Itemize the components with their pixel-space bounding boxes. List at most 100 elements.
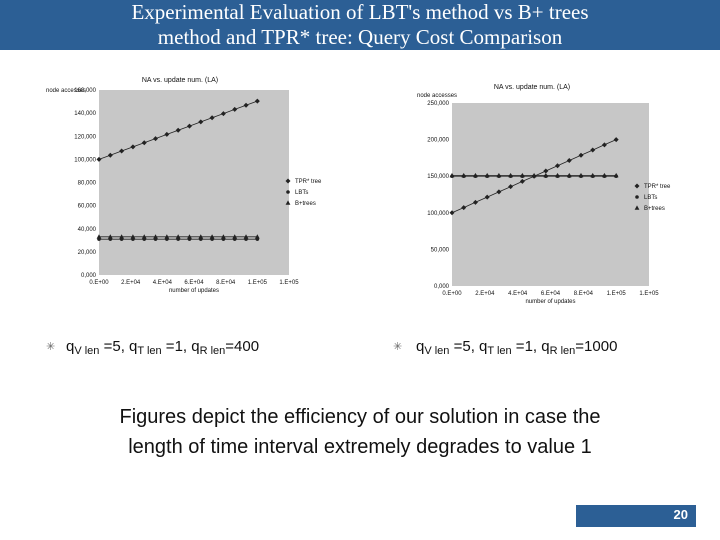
c0-point-s0: [141, 140, 147, 146]
c1-legend-marker-0: [634, 183, 640, 189]
c0-point-s2: [96, 234, 102, 239]
c0-point-s2: [254, 234, 260, 239]
page-number-box: 20: [576, 505, 696, 527]
c0-x-tick-label: 0.E+00: [89, 280, 109, 286]
bullet-left-t2: =1, q: [161, 338, 200, 355]
c1-point-s0: [461, 205, 467, 211]
c1-point-s0: [472, 199, 478, 205]
c0-x-tick-label: 6.E+04: [184, 280, 204, 286]
c1-point-s2: [496, 172, 502, 178]
page-number: 20: [673, 507, 688, 522]
c0-legend-marker-2: [285, 200, 291, 205]
c1-point-s2: [566, 172, 572, 178]
c1-point-s2: [484, 172, 490, 178]
c0-x-tick-label: 1.E+05: [248, 280, 268, 286]
c1-x-axis-label: number of updates: [525, 299, 575, 305]
c0-point-s2: [107, 234, 113, 239]
c0-x-tick-label: 4.E+04: [153, 280, 173, 286]
c0-point-s0: [130, 144, 136, 150]
c1-point-s0: [449, 210, 455, 216]
c1-point-s0: [543, 168, 549, 174]
c0-point-s0: [96, 156, 102, 162]
c0-y-tick-label: 140,000: [74, 111, 96, 117]
c0-y-tick-label: 80,000: [78, 181, 97, 187]
c0-legend-label-1: LBTs: [295, 190, 308, 196]
c1-y-tick-label: 200,000: [427, 138, 449, 144]
c0-y-axis-label: node accesses: [46, 88, 86, 94]
c1-point-s0: [601, 142, 607, 148]
c0-title: NA vs. update num. (LA): [142, 77, 218, 84]
c1-point-s2: [555, 172, 560, 178]
c0-y-tick-label: 60,000: [78, 204, 97, 210]
c1-point-s2: [590, 172, 596, 178]
bullet-right-t3: =1000: [575, 338, 618, 355]
c1-x-tick-label: 2.E+04: [475, 291, 495, 297]
bullet-icon-right: ✳: [393, 341, 403, 353]
c1-point-s0: [590, 147, 596, 153]
c1-x-tick-label: 0.E+00: [442, 291, 462, 297]
c1-point-s2: [449, 172, 455, 178]
c0-point-s2: [164, 234, 170, 239]
c0-point-s0: [243, 102, 249, 108]
c1-point-s2: [519, 172, 525, 178]
c0-point-s2: [175, 234, 181, 239]
c0-y-tick-label: 40,000: [78, 227, 97, 233]
bullet-left-q1: q: [66, 338, 75, 355]
c0-legend-marker-0: [285, 178, 291, 184]
bullet-left-t1: =5, q: [99, 338, 138, 355]
c0-point-s0: [209, 115, 215, 121]
c1-x-tick-label: 1.E+05: [607, 291, 627, 297]
c1-point-s0: [496, 189, 502, 195]
c1-y-tick-label: 150,000: [427, 174, 449, 180]
c0-point-s0: [153, 136, 159, 142]
c0-x-tick-label: 8.E+04: [216, 280, 236, 286]
bullet-right-t2: =1, q: [511, 338, 550, 355]
c0-point-s0: [220, 111, 226, 117]
c0-point-s0: [175, 127, 181, 133]
bullet-icon-left: ✳: [46, 341, 56, 353]
caption-line-2: length of time interval extremely degrad…: [128, 436, 592, 458]
bullet-right-t1: =5, q: [449, 338, 488, 355]
c1-legend-label-1: LBTs: [644, 195, 657, 201]
c1-point-s0: [578, 152, 584, 158]
c1-point-s2: [543, 172, 549, 178]
caption: Figures depict the efficiency of our sol…: [40, 402, 680, 462]
chart-right: NA vs. update num. (LA) node accesses 0,00…: [400, 78, 700, 308]
c0-y-tick-label: 20,000: [78, 250, 97, 256]
c0-point-s2: [141, 234, 147, 239]
c0-point-s2: [221, 234, 226, 239]
c1-plot-area: [452, 103, 649, 286]
c0-x-tick-label: 2.E+04: [121, 280, 141, 286]
c1-point-s0: [484, 194, 490, 200]
bullet-left-sub3: R len: [199, 345, 226, 357]
c1-point-s0: [519, 178, 525, 184]
c1-y-axis-label: node accesses: [417, 93, 457, 99]
caption-line-1: Figures depict the efficiency of our sol…: [119, 406, 601, 428]
c1-y-tick-label: 0,000: [434, 284, 450, 290]
bullet-left-sub1: V len: [74, 345, 100, 357]
c0-point-s0: [232, 106, 238, 112]
c0-point-s2: [198, 234, 204, 239]
c1-point-s2: [508, 172, 514, 178]
title-bar: [0, 0, 720, 50]
c0-point-s2: [119, 234, 125, 239]
c1-point-s0: [555, 163, 561, 169]
c1-point-s0: [613, 137, 619, 143]
c0-y-tick-label: 120,000: [74, 134, 96, 140]
c0-point-s0: [186, 123, 192, 129]
chart-left: NA vs. update num. (LA) node accesses 0,00…: [46, 70, 350, 300]
c0-y-tick-label: 100,000: [74, 157, 96, 163]
c0-point-s2: [243, 234, 249, 239]
c1-x-tick-label: 1.E+05: [639, 291, 659, 297]
c1-point-s2: [578, 172, 584, 178]
c0-point-s2: [187, 234, 192, 239]
c0-point-s0: [164, 131, 170, 137]
bullet-left: qV len =5, qT len =1, qR len=400: [66, 338, 259, 357]
bullet-right-sub1: V len: [424, 345, 450, 357]
title-line-2: method and TPR* tree: Query Cost Compari…: [157, 25, 563, 49]
c1-title: NA vs. update num. (LA): [494, 84, 570, 91]
c1-x-tick-label: 6.E+04: [541, 291, 561, 297]
c1-legend-label-2: B+trees: [644, 206, 665, 212]
c0-y-tick-label: 0,000: [81, 273, 97, 279]
c1-x-tick-label: 4.E+04: [508, 291, 528, 297]
